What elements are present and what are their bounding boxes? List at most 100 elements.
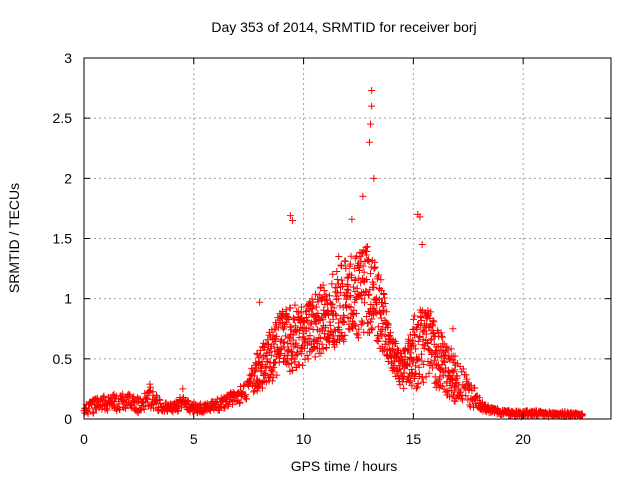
data-point [348,271,356,279]
y-tick-label: 0 [64,411,72,427]
data-point [326,292,334,300]
data-point [355,325,363,333]
data-point [408,382,416,390]
data-point [137,406,145,414]
axes-layer [83,57,612,420]
data-point [365,290,373,298]
data-point [292,339,300,347]
data-point [325,311,333,319]
data-point [273,371,281,379]
data-point [420,326,428,334]
data-point [253,387,261,395]
data-point [250,388,258,396]
data-point [380,291,388,299]
data-point [444,346,452,354]
data-point [410,330,418,338]
data-point [424,345,432,353]
data-point [297,309,305,317]
data-point [352,322,360,330]
data-point [447,345,455,353]
data-point [319,316,327,324]
data-point [316,334,324,342]
data-point [378,325,386,333]
data-point [311,290,319,298]
data-point [370,174,378,182]
data-point [322,344,330,352]
data-point [363,247,371,255]
data-point [406,360,414,368]
data-point [185,398,193,406]
y-tick-label: 0.5 [53,351,73,367]
data-point [420,360,428,368]
data-point [351,264,359,272]
data-point [341,257,349,265]
data-point [451,383,459,391]
data-point [297,343,305,351]
data-point [418,374,426,382]
data-point [261,370,269,378]
data-point [335,253,343,261]
data-point [457,388,465,396]
data-point [305,324,313,332]
data-point [143,394,151,402]
data-point [398,356,406,364]
data-point [413,325,421,333]
data-point [329,270,337,278]
data-point [291,301,299,309]
data-point [466,401,474,409]
data-point [349,317,357,325]
data-point [353,284,361,292]
data-point [84,410,92,418]
data-point [306,332,314,340]
data-point [344,286,352,294]
data-point [360,268,368,276]
data-point [448,375,456,383]
chart-title: Day 353 of 2014, SRMTID for receiver bor… [211,19,476,35]
data-point [270,363,278,371]
data-point [144,398,152,406]
data-point [184,397,192,405]
data-point [408,339,416,347]
data-point [140,405,148,413]
data-point [307,319,315,327]
data-point [300,336,308,344]
data-point [104,406,112,414]
data-point [331,343,339,351]
x-tick-label: 20 [515,431,531,447]
tick-labels-layer: 0 5 10 15 20 0 0.5 1 1.5 2 2.5 3 [53,50,532,447]
data-point [371,263,379,271]
data-point [370,283,378,291]
data-point [284,356,292,364]
data-point [338,276,346,284]
data-point [384,321,392,329]
data-point [289,314,297,322]
data-point [381,331,389,339]
data-point [418,350,426,358]
data-point [289,216,297,224]
data-point [203,400,211,408]
data-point [150,404,158,412]
data-point [425,369,433,377]
data-point [275,358,283,366]
data-point [345,302,353,310]
data-point [333,276,341,284]
data-point [412,345,420,353]
data-point [409,336,417,344]
data-point [339,319,347,327]
data-point [371,308,379,316]
data-point [277,350,285,358]
data-point [351,254,359,262]
data-point [355,274,363,282]
data-point [411,312,419,320]
data-point [259,353,267,361]
data-point [334,295,342,303]
data-point [429,317,437,325]
data-point [361,299,369,307]
data-point [224,402,232,410]
data-point [103,405,111,413]
data-point [374,337,382,345]
data-points-layer [80,86,586,421]
data-point [429,364,437,372]
data-point [416,213,424,221]
data-point [109,401,117,409]
